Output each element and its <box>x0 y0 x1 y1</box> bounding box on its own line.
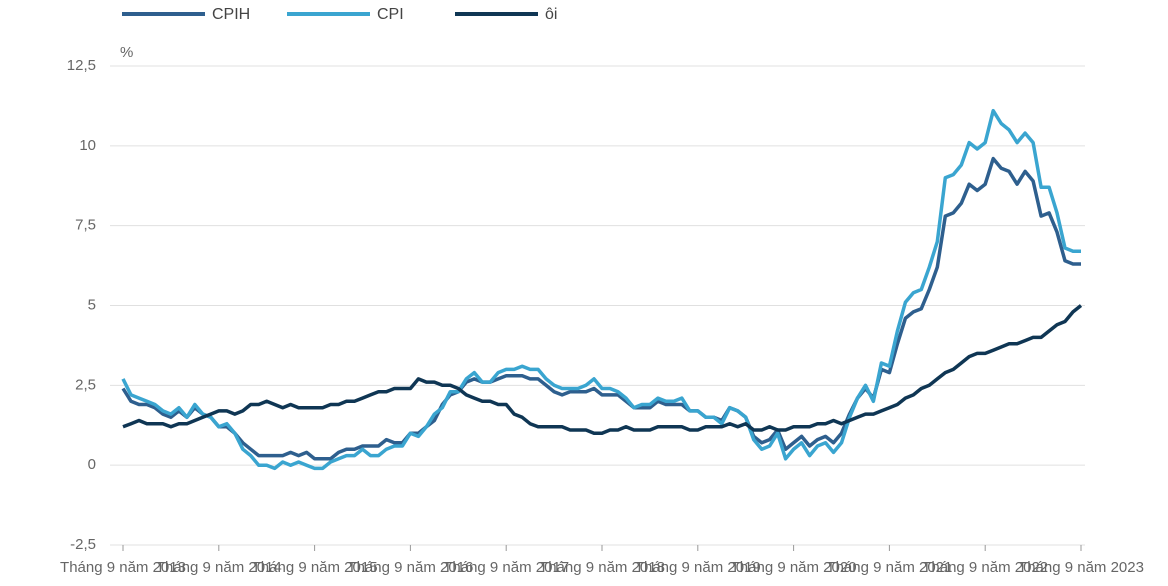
x-tick-label: Tháng 9 năm 2014 <box>156 559 282 576</box>
y-tick-label: -2,5 <box>70 536 96 553</box>
y-tick-label: 0 <box>88 456 96 473</box>
y-tick-label: 10 <box>79 137 96 154</box>
legend-label: ôi <box>545 6 557 23</box>
y-tick-label: 5 <box>88 296 96 313</box>
x-tick-label: Tháng 9 năm 2016 <box>347 559 473 576</box>
x-tick-label: Tháng 9 năm 2021 <box>826 559 952 576</box>
x-tick-label: Tháng 9 năm 2013 <box>60 559 186 576</box>
legend-label: CPI <box>377 6 404 23</box>
x-tick-label: Tháng 9 năm 2017 <box>443 559 569 576</box>
y-tick-label: 2,5 <box>75 376 96 393</box>
y-unit: % <box>120 44 133 61</box>
x-tick-label: Tháng 9 năm 2020 <box>731 559 857 576</box>
line-series <box>121 156 1081 461</box>
x-tick-label: Tháng 9 năm 2015 <box>252 559 378 576</box>
line-series <box>121 108 1081 471</box>
x-tick-label: Tháng 9 năm 2022 <box>922 559 1048 576</box>
x-tick-label: Tháng 9 năm 2023 <box>1018 559 1144 576</box>
line-series <box>122 304 1083 435</box>
y-tick-label: 12,5 <box>67 57 96 74</box>
y-tick-label: 7,5 <box>75 217 96 234</box>
x-tick-label: Tháng 9 năm 2018 <box>539 559 665 576</box>
x-tick-label: Tháng 9 năm 2019 <box>635 559 761 576</box>
legend-label: CPIH <box>212 6 250 23</box>
